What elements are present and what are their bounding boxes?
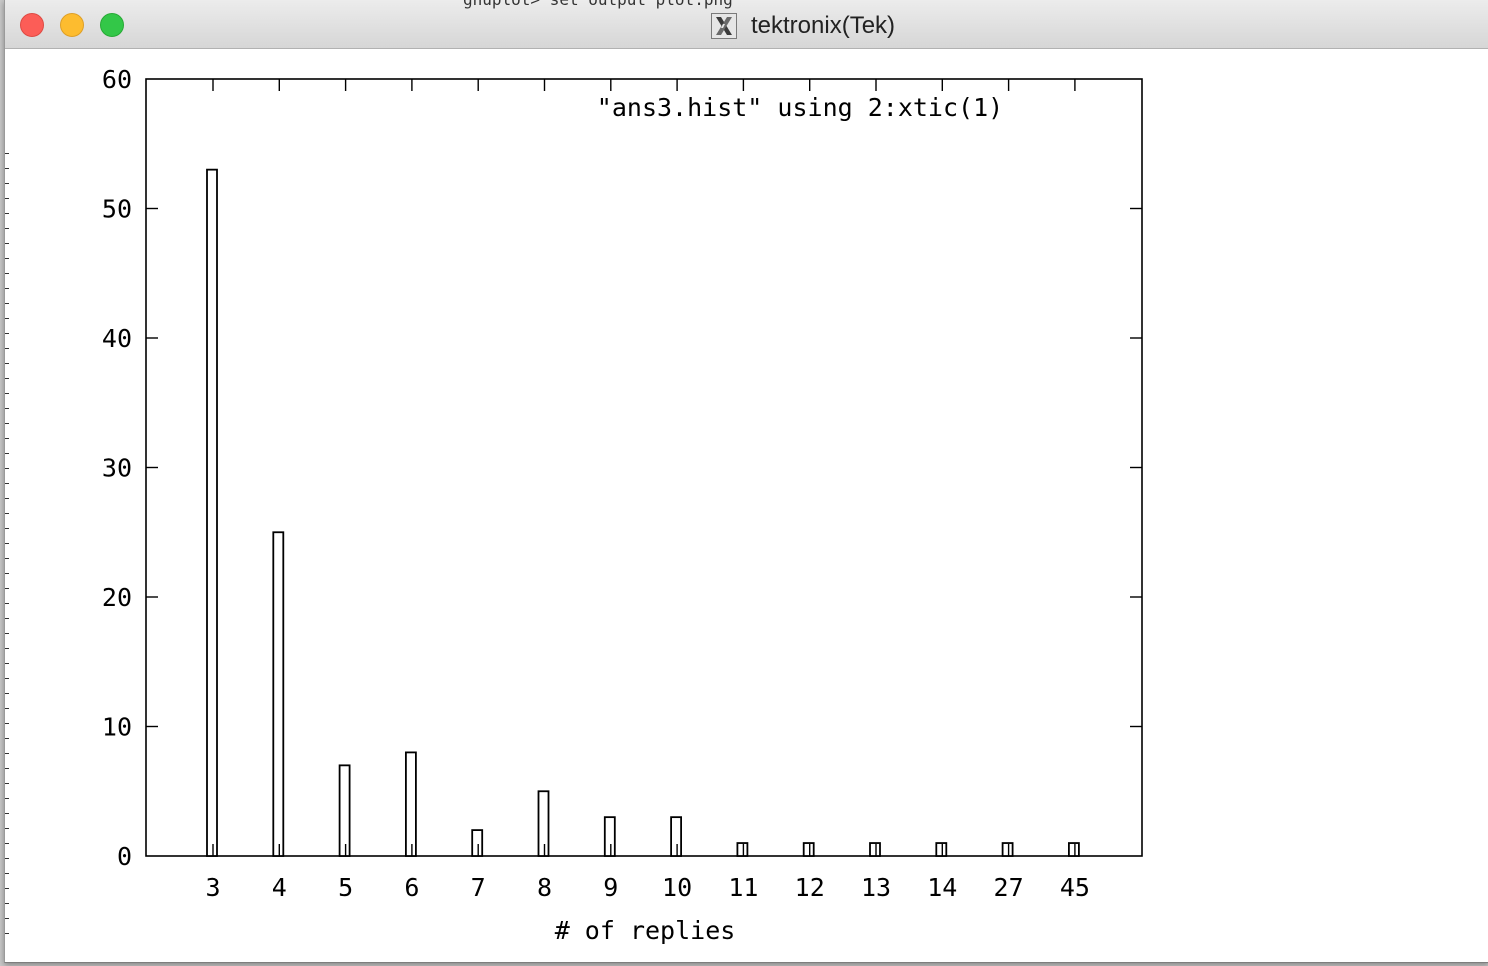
window-title-group: tektronix(Tek) [711, 12, 895, 40]
zoom-button[interactable] [100, 13, 124, 37]
bar [603, 816, 616, 857]
x-tick-label: 11 [728, 873, 758, 902]
x-tick-label: 7 [471, 873, 486, 902]
tektronix-window: gnuplot> set output plot.png tektronix(T… [4, 0, 1488, 963]
y-tick-label: 10 [102, 713, 132, 742]
x-tick-label: 9 [603, 873, 618, 902]
x11-icon [711, 13, 737, 39]
x-tick-label: 12 [795, 873, 825, 902]
background-terminal-text: gnuplot> set output plot.png [463, 0, 733, 9]
x-tick-label: 3 [205, 873, 220, 902]
chart-title: "ans3.hist" using 2:xtic(1) [597, 93, 1003, 122]
bar [338, 764, 351, 857]
y-tick-label: 0 [117, 842, 132, 871]
window-title: tektronix(Tek) [751, 12, 896, 39]
x-tick-label: 27 [994, 873, 1024, 902]
bar [869, 842, 881, 857]
x-tick-label: 10 [662, 873, 692, 902]
bar [1068, 842, 1080, 857]
title-bar[interactable]: gnuplot> set output plot.png tektronix(T… [5, 0, 1488, 49]
close-button[interactable] [20, 13, 44, 37]
minimize-button[interactable] [60, 13, 84, 37]
bar [802, 842, 815, 857]
bar [471, 829, 484, 857]
x-tick-label: 4 [272, 873, 287, 902]
x-tick-label: 45 [1060, 873, 1090, 902]
x-tick-label: 13 [861, 873, 891, 902]
x-tick-label: 5 [338, 873, 353, 902]
tektronix-plot-area: 0 10 20 30 40 50 60 3 4 5 6 7 8 9 10 11 12 13 14 27 45 "ans3.… [5, 49, 1488, 962]
plot-frame [145, 78, 1143, 857]
bar [272, 531, 285, 857]
x-tick-label: 6 [404, 873, 419, 902]
bar [537, 790, 550, 857]
bar [935, 842, 948, 857]
bar [736, 842, 749, 857]
bar [404, 751, 417, 857]
y-tick-label: 20 [102, 583, 132, 612]
y-tick-label: 40 [102, 324, 132, 353]
x-tick-label: 8 [537, 873, 552, 902]
y-tick-label: 60 [102, 65, 132, 94]
x-tick-label: 14 [927, 873, 957, 902]
bar [670, 816, 682, 857]
bar [206, 168, 218, 857]
bar [1001, 842, 1014, 857]
y-tick-label: 30 [102, 454, 132, 483]
y-tick-label: 50 [102, 195, 132, 224]
left-edge-marks [5, 139, 9, 939]
x-axis-label: # of replies [555, 916, 736, 945]
